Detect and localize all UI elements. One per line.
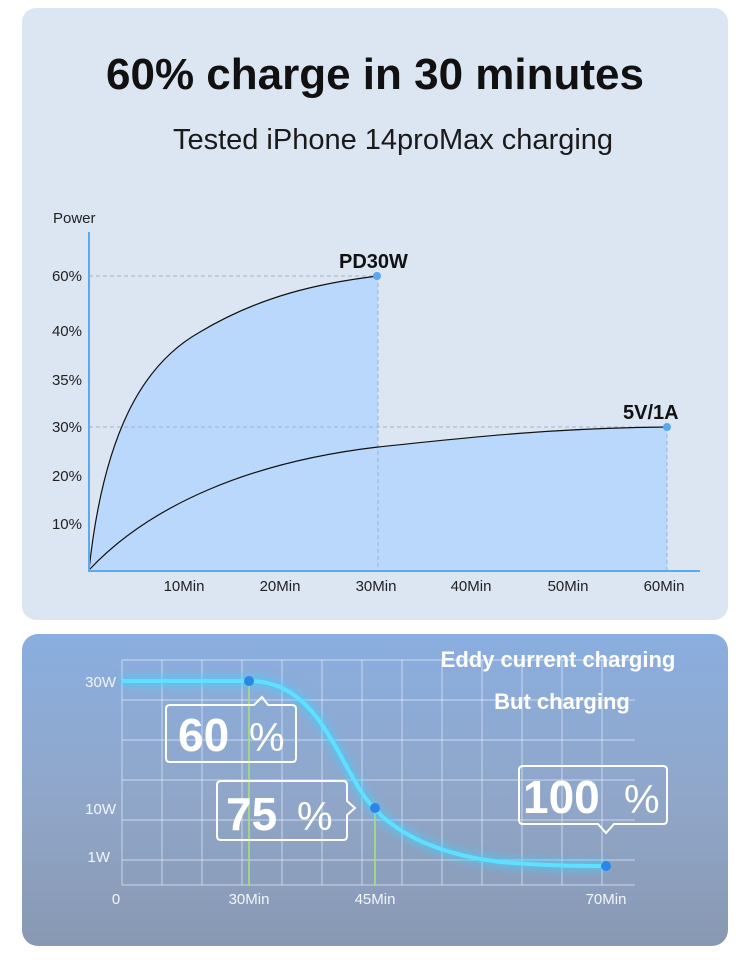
bottom-chart: 30W 10W 1W 0 30Min 45Min 70Min Eddy curr… [85, 647, 675, 908]
callout-100: 100 % [518, 765, 668, 835]
x-tick-label: 45Min [355, 891, 396, 908]
top-chart: Power 60% 40% 35% 30% 20% 10% 10Min 20Mi… [52, 210, 700, 595]
y-tick-labels-bottom: 30W 10W 1W [85, 674, 117, 866]
legend-line-2: But charging [494, 689, 630, 714]
marker-pd30w [373, 272, 381, 280]
x-tick-labels: 10Min 20Min 30Min 40Min 50Min 60Min [164, 578, 685, 595]
y-tick-label: 10W [85, 801, 117, 818]
y-tick-label: 40% [52, 323, 82, 340]
callout-60-bubble [165, 695, 297, 763]
y-tick-label: 35% [52, 372, 82, 389]
point-70min [601, 861, 611, 871]
x-tick-label: 10Min [164, 578, 205, 595]
callout-100-unit: % [624, 778, 660, 822]
subtitle: Tested iPhone 14proMax charging [172, 124, 614, 156]
y-tick-labels: 60% 40% 35% 30% 20% 10% [52, 268, 82, 533]
callout-60-unit: % [249, 716, 285, 760]
y-tick-label: 30% [52, 419, 82, 436]
callout-75-bubble [216, 780, 357, 841]
marker-5v1a [663, 423, 671, 431]
x-tick-label: 70Min [586, 891, 627, 908]
x-tick-label: 30Min [356, 578, 397, 595]
curve-pd30w [88, 275, 379, 571]
callout-100-value: 100 [523, 771, 600, 823]
y-tick-label: 60% [52, 268, 82, 285]
point-30min [244, 676, 254, 686]
x-tick-label: 40Min [451, 578, 492, 595]
y-tick-label: 30W [85, 674, 117, 691]
y-tick-label: 1W [88, 849, 111, 866]
callout-60: 60 % [165, 695, 297, 763]
point-45min [370, 803, 380, 813]
label-pd30w: PD30W [339, 251, 408, 273]
callout-60-value: 60 [178, 709, 229, 761]
curve-5v1a [88, 426, 668, 571]
callout-75-value: 75 [226, 788, 277, 840]
x-tick-label: 50Min [548, 578, 589, 595]
label-5v1a: 5V/1A [623, 402, 679, 424]
y-axis-title: Power [53, 210, 96, 227]
callout-75-unit: % [297, 795, 333, 839]
x-tick-label: 60Min [644, 578, 685, 595]
y-tick-label: 20% [52, 468, 82, 485]
x-tick-labels-bottom: 0 30Min 45Min 70Min [112, 891, 627, 908]
x-tick-label: 30Min [229, 891, 270, 908]
power-curve [122, 679, 607, 868]
area-pd30w [89, 276, 378, 570]
callout-75: 75 % [216, 780, 357, 841]
legend-line-1: Eddy current charging [441, 647, 676, 672]
x-tick-label: 0 [112, 891, 120, 908]
x-tick-label: 20Min [260, 578, 301, 595]
y-tick-label: 10% [52, 516, 82, 533]
callout-100-bubble [518, 765, 668, 835]
headline: 60% charge in 30 minutes [106, 50, 644, 99]
